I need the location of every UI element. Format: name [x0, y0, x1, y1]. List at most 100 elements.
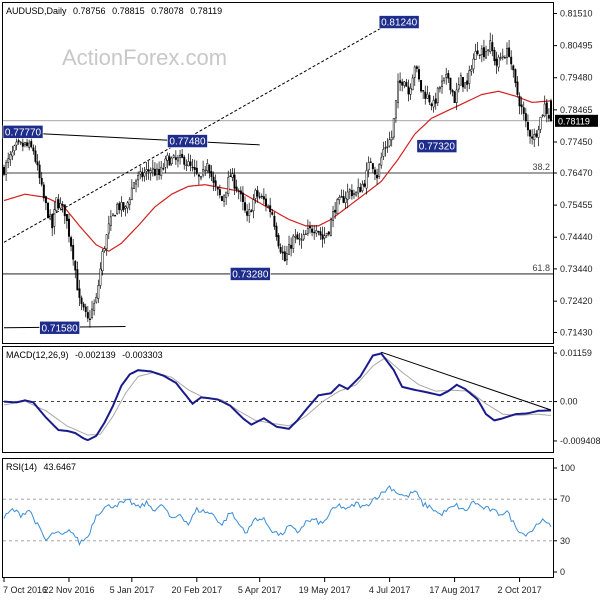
candle-body [11, 151, 14, 157]
macd-signal-value: -0.003303 [122, 350, 163, 360]
candle [147, 161, 150, 180]
y-tick-label: 0.71430 [560, 328, 593, 338]
candle-body [76, 269, 79, 291]
rsi-header: RSI(14) 43.6467 [6, 462, 76, 472]
candle [501, 48, 504, 61]
macd-axis: 0.01159 0.00 -0.009408 [553, 348, 600, 446]
candle-body [428, 95, 431, 103]
candle-body [101, 251, 104, 272]
candle-body [380, 157, 383, 166]
candles [3, 32, 552, 328]
candle [212, 171, 215, 192]
candle [156, 163, 158, 181]
candle [218, 184, 221, 199]
fib-label: 38.2 [532, 162, 550, 172]
moving-average [3, 90, 552, 252]
candle [26, 138, 29, 148]
candle-body [40, 177, 43, 185]
candle-body [329, 219, 332, 236]
candle-body [30, 141, 33, 148]
candle [327, 230, 330, 237]
candle-body [181, 154, 184, 158]
candle-body [47, 202, 49, 219]
candle-body [397, 81, 399, 103]
candle [244, 196, 246, 214]
candle [497, 54, 500, 72]
candle-body [244, 202, 246, 211]
candle [172, 154, 175, 159]
candle-body [283, 251, 286, 261]
macd-panel [2, 346, 554, 453]
symbol-title: AUDUSD,Daily [6, 6, 67, 16]
candle [392, 117, 395, 140]
price-callout: 0.71580 [39, 320, 80, 335]
candle-body [130, 187, 133, 200]
candle-body [256, 190, 259, 197]
candle-body [292, 235, 295, 249]
candle [40, 171, 43, 187]
candle-body [86, 312, 89, 319]
candle-body [508, 47, 511, 57]
candle-body [271, 212, 274, 215]
candle-body [206, 163, 209, 172]
candle [369, 157, 372, 163]
candle-body [267, 205, 270, 208]
candle-body [367, 162, 370, 171]
candle-body [128, 199, 131, 205]
candle-body [386, 146, 389, 148]
candle [376, 168, 379, 185]
candle-body [82, 303, 85, 308]
candle-body [550, 100, 552, 122]
candle [304, 230, 307, 235]
candle [82, 301, 85, 311]
candle [114, 214, 117, 217]
candle-body [363, 183, 366, 187]
candle [91, 300, 94, 320]
candle [441, 74, 443, 94]
candle-body [426, 93, 429, 99]
candle-body [109, 216, 112, 226]
candle [438, 85, 441, 93]
candle [19, 140, 22, 146]
x-tick-label: 2 Oct 2017 [498, 585, 542, 595]
candle-body [441, 80, 443, 87]
candle-body [436, 87, 439, 103]
candle [350, 184, 353, 200]
y-tick-label: 0.80495 [560, 41, 593, 51]
candle [124, 205, 127, 217]
candle [430, 102, 433, 111]
y-tick-label: 0 [560, 567, 565, 577]
candle [380, 152, 383, 169]
candle-body [279, 246, 282, 253]
candle [470, 65, 473, 76]
candle-body [172, 155, 175, 158]
candle-body [34, 150, 37, 162]
candle-body [208, 164, 211, 174]
candle-body [281, 251, 284, 254]
candle [189, 154, 192, 172]
ohlc-low: 0.78078 [151, 6, 184, 16]
candle [403, 80, 406, 89]
candle-body [350, 190, 353, 197]
candle-body [187, 161, 190, 167]
candle [223, 194, 226, 207]
candle [225, 191, 228, 205]
candle [365, 162, 368, 195]
candle-body [220, 196, 223, 201]
candle-body [9, 154, 12, 160]
candle-body [3, 167, 5, 175]
y-tick-label: 0.74440 [560, 232, 593, 242]
candle-body [193, 167, 196, 170]
candle [302, 229, 305, 241]
candle [53, 201, 56, 235]
candle-body [63, 204, 66, 217]
candle [489, 32, 492, 54]
candle-body [179, 154, 182, 158]
candle [329, 217, 332, 237]
candle [187, 153, 190, 167]
candle [524, 107, 527, 128]
macd-signal-line [3, 356, 552, 436]
candle-body [470, 68, 473, 72]
candle-body [424, 91, 427, 99]
candle [97, 279, 100, 304]
